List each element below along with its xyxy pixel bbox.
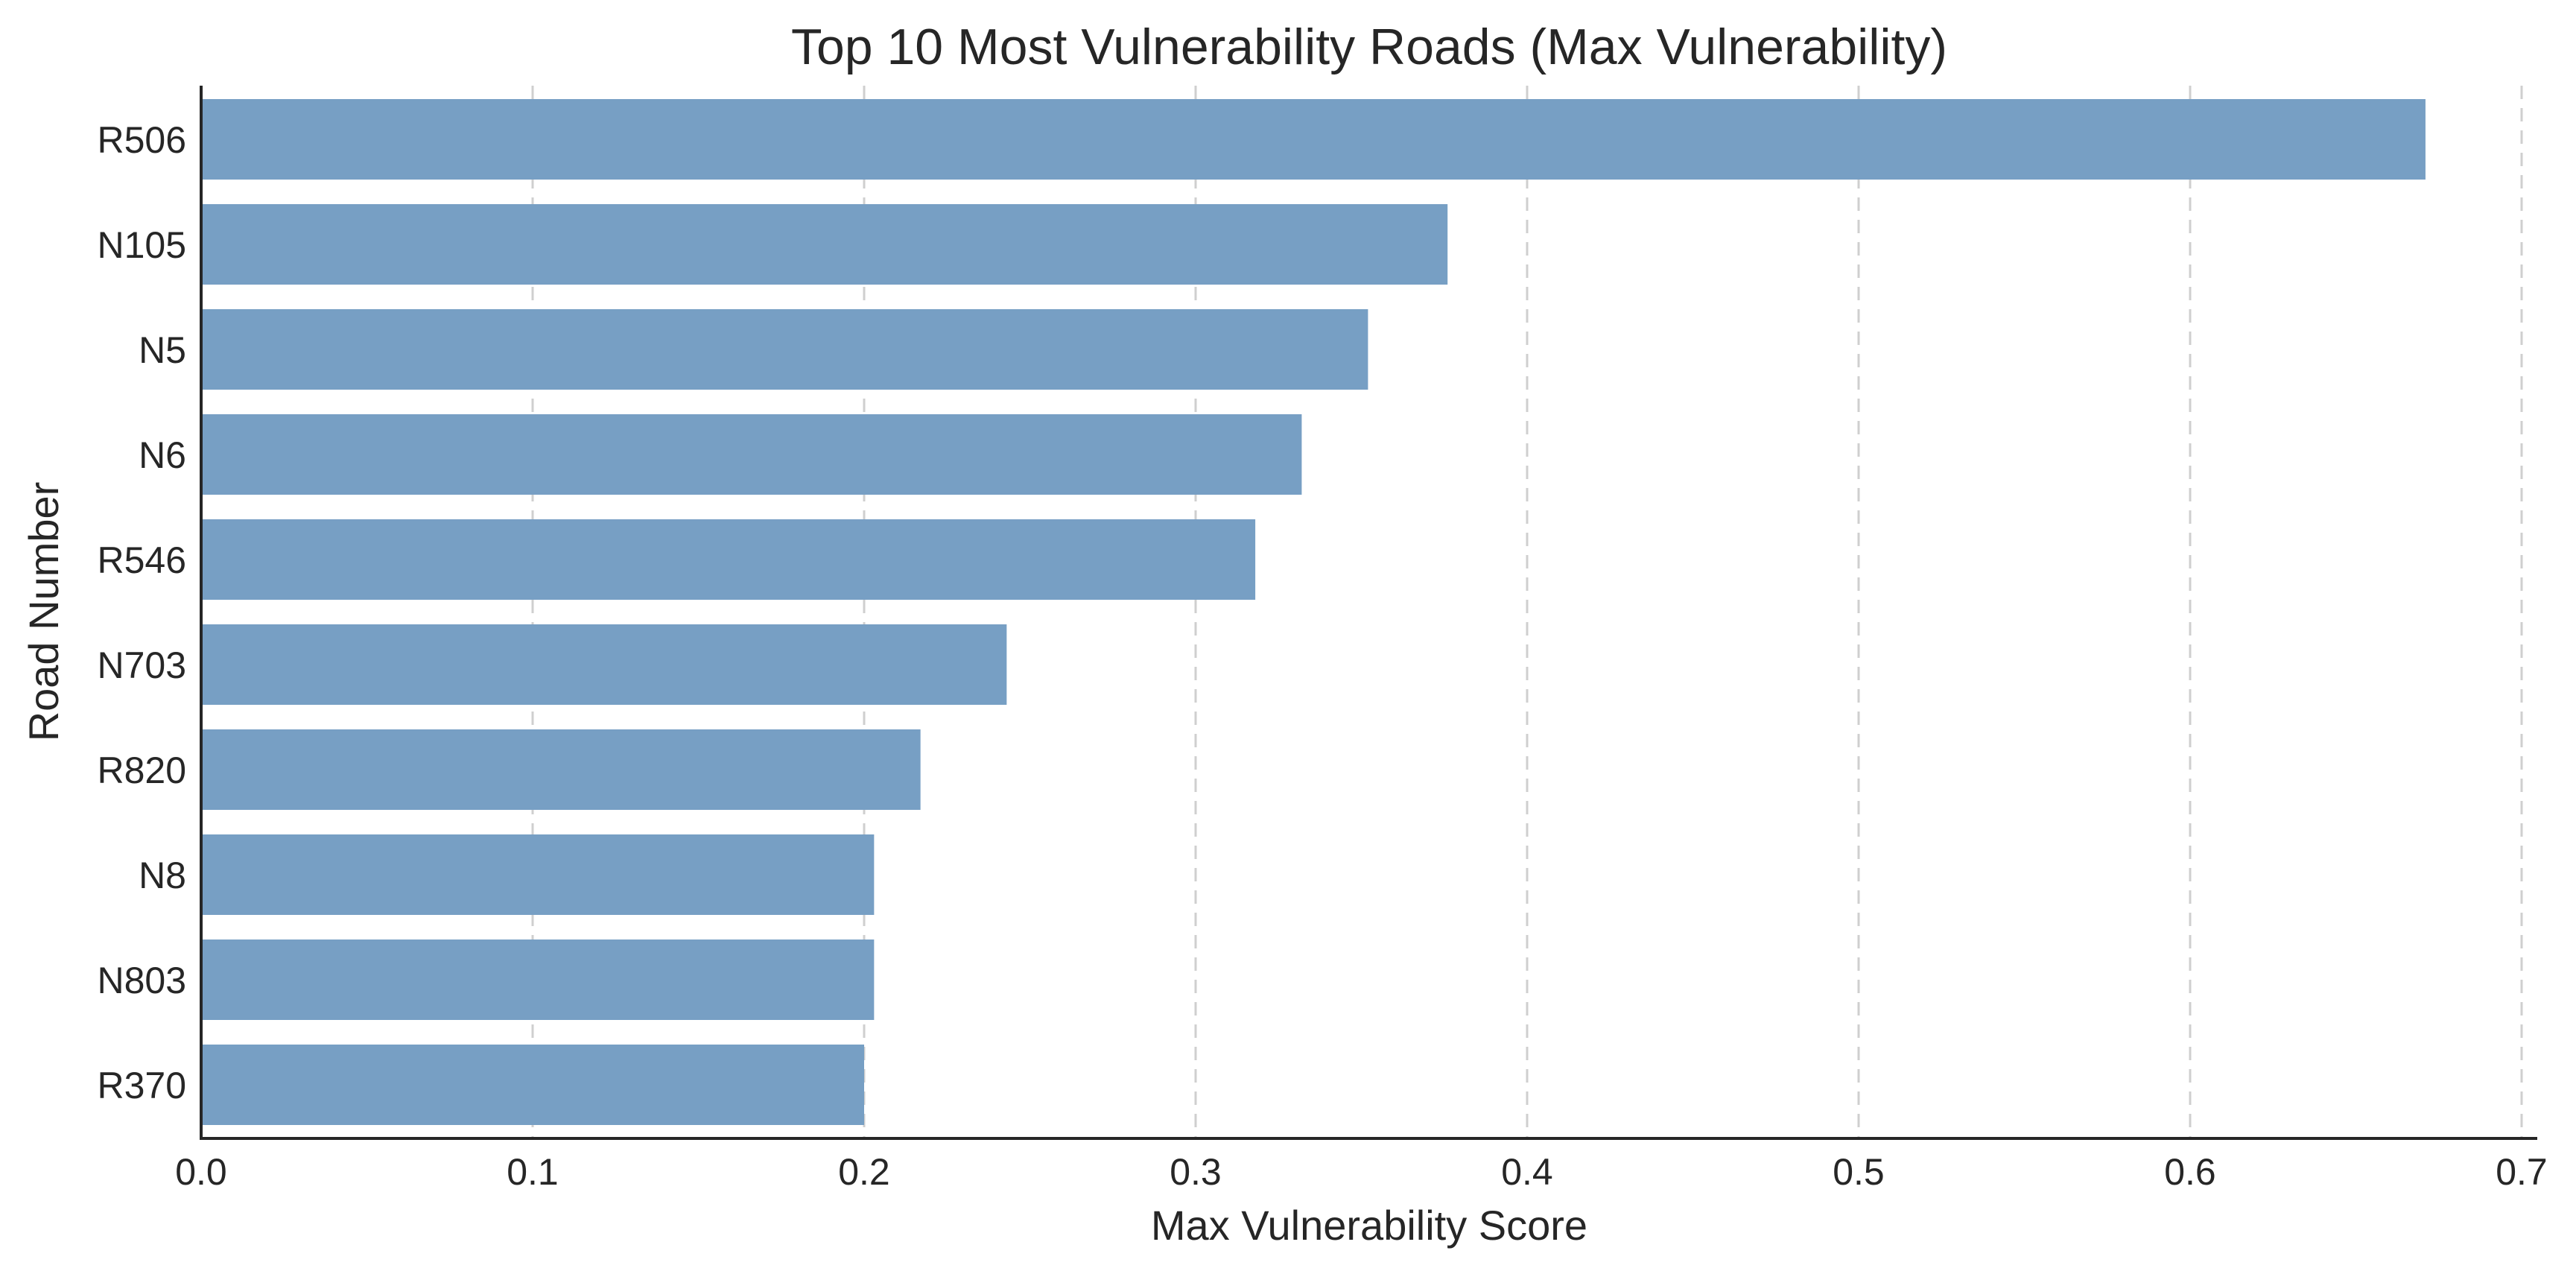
bar-r370 [201,1045,864,1125]
bar-n5 [201,309,1368,390]
y-tick-label: R370 [97,1065,186,1106]
bar-r506 [201,99,2426,180]
y-axis-title: Road Number [20,482,67,742]
x-tick-label: 0.2 [838,1151,890,1193]
y-tick-label: N105 [97,224,186,266]
y-tick-labels: R506 N105 N5 N6 R546 N703 R820 N8 N803 R370 [97,119,186,1106]
bar-r546 [201,519,1256,600]
bar-n8 [201,834,875,915]
x-tick-label: 0.5 [1833,1151,1885,1193]
x-tick-label: 0.1 [507,1151,559,1193]
y-tick-label: R820 [97,750,186,791]
x-tick-label: 0.7 [2496,1151,2548,1193]
x-tick-label: 0.3 [1170,1151,1222,1193]
y-tick-label: N8 [139,855,186,896]
y-tick-label: N5 [139,329,186,371]
y-tick-label: N6 [139,434,186,476]
chart-title: Top 10 Most Vulnerability Roads (Max Vul… [791,19,1947,75]
x-tick-labels: 0.0 0.1 0.2 0.3 0.4 0.5 0.6 0.7 [175,1151,2548,1193]
x-tick-label: 0.6 [2164,1151,2216,1193]
bar-r820 [201,729,921,810]
bar-n803 [201,939,875,1020]
bar-n6 [201,414,1302,495]
y-tick-label: R546 [97,539,186,581]
bar-n105 [201,204,1448,285]
y-tick-label: N803 [97,960,186,1001]
x-tick-label: 0.4 [1501,1151,1553,1193]
axes [200,86,2537,1140]
x-axis-title: Max Vulnerability Score [1151,1202,1587,1249]
y-tick-label: R506 [97,119,186,161]
bars [201,99,2426,1125]
y-tick-label: N703 [97,644,186,686]
bar-n703 [201,624,1007,705]
x-tick-label: 0.0 [175,1151,227,1193]
